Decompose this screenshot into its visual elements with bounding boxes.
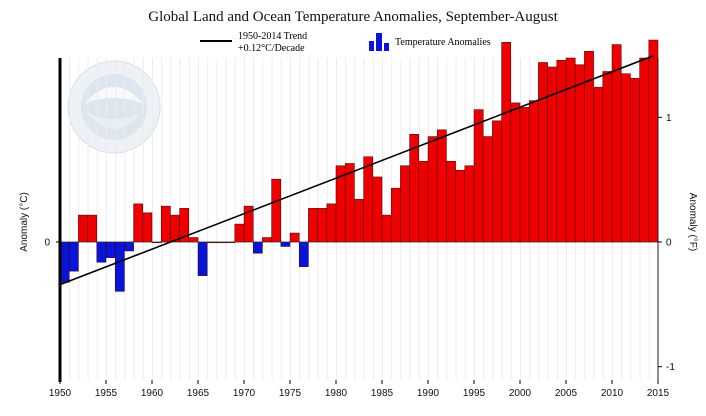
bar (197, 241, 208, 276)
bar (96, 241, 107, 263)
bar (390, 187, 401, 243)
logo-inner-disc (81, 74, 147, 140)
bar (105, 241, 116, 258)
x-tick-label: 1970 (233, 388, 256, 399)
bar (630, 77, 640, 243)
bar (142, 212, 153, 243)
bar (492, 120, 502, 243)
bars (59, 39, 659, 292)
bar (317, 208, 328, 243)
legend-bar-swatch (384, 43, 389, 51)
bar (354, 199, 364, 243)
legend-bars-label: Temperature Anomalies (395, 37, 491, 48)
bar (593, 86, 604, 243)
x-tick-label: 1965 (187, 388, 210, 399)
noaa-logo-watermark (67, 60, 161, 154)
right-tick-label: -1 (666, 362, 675, 373)
bar (280, 241, 291, 247)
y-axis-label-left: Anomaly (°C) (19, 192, 30, 252)
bar (308, 208, 318, 243)
left-tick-label: 0 (44, 238, 50, 249)
bar (620, 73, 631, 243)
x-tick-label: 2005 (555, 388, 578, 399)
bar (648, 39, 659, 243)
bar (473, 109, 484, 243)
bar (519, 107, 530, 243)
x-tick-label: 1980 (325, 388, 348, 399)
x-tick-label: 1955 (95, 388, 118, 399)
bar (446, 160, 456, 243)
bar (372, 176, 383, 243)
bar (271, 178, 282, 243)
legend-bar-swatch (369, 41, 374, 51)
bar (464, 165, 475, 243)
bar (501, 42, 512, 243)
bar (482, 136, 493, 243)
x-tick-label: 1990 (417, 388, 440, 399)
bar (455, 169, 466, 243)
x-tick-label: 1975 (279, 388, 302, 399)
x-tick-label: 1985 (371, 388, 394, 399)
x-tick-label: 1960 (141, 388, 164, 399)
legend-bar-swatch (376, 33, 382, 51)
bar (170, 214, 180, 243)
bar (114, 241, 125, 292)
bar (427, 136, 438, 243)
bar (252, 241, 263, 254)
bar (602, 71, 613, 243)
bar (133, 203, 144, 243)
bar (298, 241, 309, 267)
x-tick-label: 2010 (601, 388, 624, 399)
bar (381, 214, 392, 243)
bar (510, 102, 521, 243)
x-tick-label: 2000 (509, 388, 532, 399)
legend-trend-label: 1950-2014 Trend (238, 31, 307, 42)
bar (528, 100, 539, 243)
bar (639, 57, 650, 243)
bar (409, 134, 420, 243)
right-tick-label: 0 (666, 238, 672, 249)
bar (574, 64, 585, 243)
bar (188, 237, 199, 243)
right-tick-label: 1 (666, 113, 672, 124)
bar (124, 241, 134, 252)
x-tick-label: 1995 (463, 388, 486, 399)
bar (436, 129, 447, 243)
bar (289, 232, 300, 243)
bar (326, 203, 337, 243)
bar (87, 214, 98, 243)
legend-trend-slope: +0.12°C/Decade (238, 43, 305, 54)
x-tick-label: 1950 (49, 388, 72, 399)
bar (344, 163, 355, 243)
bar (68, 241, 79, 272)
bar (611, 44, 622, 243)
bar (418, 160, 429, 243)
logo-wave-shape (86, 112, 142, 129)
bar (160, 205, 171, 243)
bar (234, 223, 245, 243)
trend-line (59, 55, 654, 286)
bar (78, 214, 88, 243)
bar (556, 59, 567, 243)
x-tick-label: 2015 (647, 388, 670, 399)
bar (363, 156, 374, 243)
logo-bird-shape (84, 87, 144, 104)
y-axis-label-right: Anomaly (°F) (687, 193, 698, 251)
legend: 1950-2014 Trend+0.12°C/Decade Temperature… (200, 31, 491, 54)
bar (538, 62, 548, 243)
chart-title: Global Land and Ocean Temperature Anomal… (148, 9, 558, 25)
bar (400, 165, 410, 243)
bar (262, 237, 272, 243)
